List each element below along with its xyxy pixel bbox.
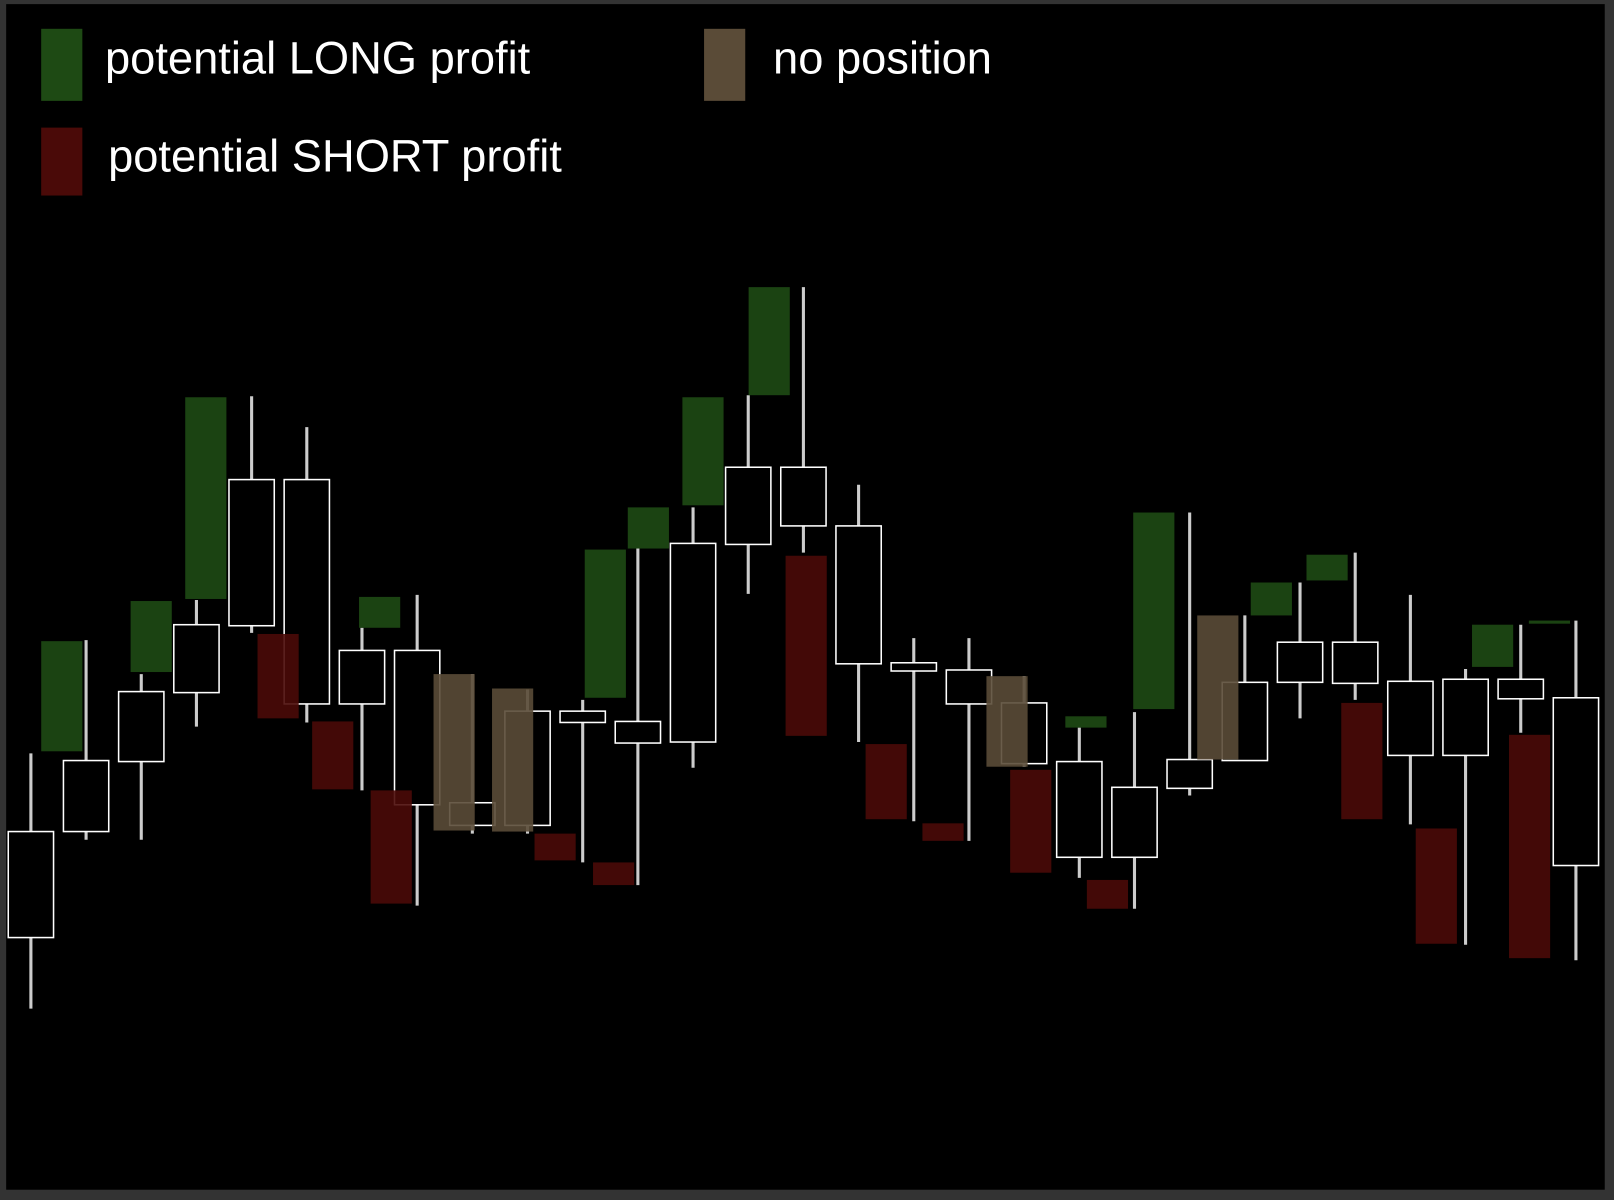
profit-bar <box>1065 716 1107 728</box>
profit-bar <box>492 688 534 832</box>
candle-body <box>1442 678 1489 757</box>
legend-label: potential SHORT profit <box>108 130 562 181</box>
legend-label: potential LONG profit <box>105 33 531 84</box>
profit-bar <box>1306 554 1348 581</box>
candle-body <box>1497 678 1545 700</box>
profit-bar <box>865 744 907 820</box>
profit-bar <box>370 790 412 904</box>
candle-body <box>1111 786 1158 859</box>
profit-bar <box>627 507 669 549</box>
profit-bar <box>1415 828 1457 944</box>
profit-bar <box>41 641 83 752</box>
profit-bar <box>1528 620 1571 624</box>
candle-body <box>117 690 165 763</box>
candle-body <box>1166 758 1214 790</box>
candle-body <box>1552 696 1600 867</box>
candle-body <box>393 649 441 806</box>
candle-body <box>945 669 993 705</box>
profit-bar <box>986 676 1028 767</box>
profit-bar <box>1086 879 1129 909</box>
profit-bar <box>1010 769 1052 873</box>
profit-bar <box>1472 624 1514 667</box>
candle-body <box>835 525 883 665</box>
candle-body <box>779 466 827 527</box>
candle-body <box>228 478 276 627</box>
candle-body <box>724 466 772 546</box>
profit-bar <box>130 601 172 673</box>
profit-bar <box>1508 734 1551 959</box>
profit-bar <box>922 823 964 841</box>
profit-bar <box>1250 582 1292 616</box>
profit-bar <box>534 833 576 861</box>
candle-body <box>559 710 607 724</box>
candle-body <box>1331 641 1379 685</box>
profit-bar <box>312 721 354 790</box>
candle-body <box>669 542 717 743</box>
legend-label: no position <box>773 33 992 84</box>
profit-bar <box>682 397 724 506</box>
profit-bar <box>257 633 299 719</box>
profit-bar <box>593 862 635 886</box>
candle-body <box>890 662 938 672</box>
candle-body <box>1276 641 1324 684</box>
legend-swatch <box>704 28 746 101</box>
profit-bar <box>185 397 227 599</box>
legend-swatch <box>41 28 83 101</box>
profit-bar <box>1341 702 1383 820</box>
profit-bar <box>359 596 401 628</box>
profit-bar <box>785 555 827 736</box>
legend-swatch <box>41 127 83 196</box>
profit-bar <box>584 549 626 698</box>
candle-body <box>1055 760 1103 859</box>
candle-body <box>7 830 55 939</box>
candle-body <box>614 720 662 744</box>
profit-bar <box>1197 615 1239 760</box>
candle-body <box>173 623 220 694</box>
candle-body <box>62 759 110 833</box>
profit-bar <box>1133 512 1175 710</box>
profit-bar <box>433 674 475 831</box>
profit-bar <box>748 287 790 396</box>
candle-body <box>338 649 386 705</box>
candle-body <box>1386 680 1434 757</box>
